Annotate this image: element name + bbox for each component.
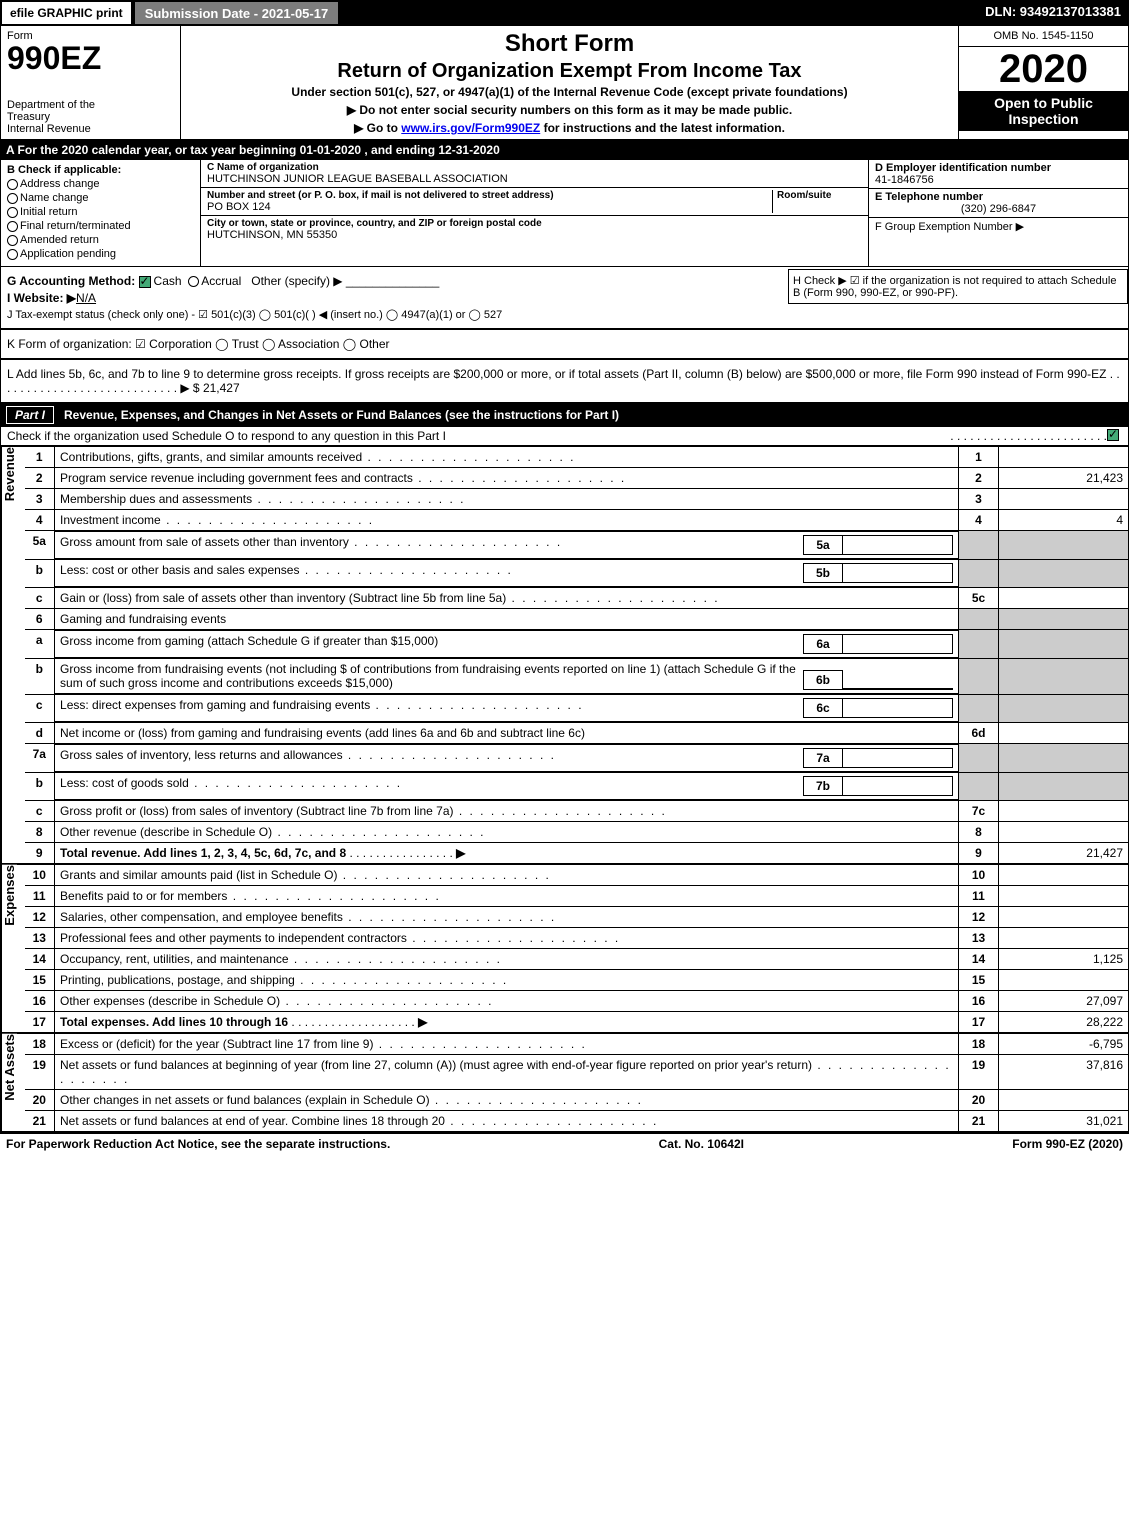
room-label: Room/suite (777, 190, 862, 201)
part1-header: Part I Revenue, Expenses, and Changes in… (0, 403, 1129, 427)
table-row: bLess: cost of goods sold7b (25, 772, 1129, 801)
revenue-table: 1Contributions, gifts, grants, and simil… (25, 446, 1129, 864)
group-exemption-label: F Group Exemption Number ▶ (875, 220, 1122, 233)
city-label: City or town, state or province, country… (207, 218, 862, 229)
table-row: 20Other changes in net assets or fund ba… (25, 1090, 1129, 1111)
netassets-sidelabel: Net Assets (2, 1034, 17, 1101)
check-name-change[interactable]: Name change (7, 192, 194, 204)
table-row: cLess: direct expenses from gaming and f… (25, 694, 1129, 723)
accrual-radio[interactable] (188, 276, 199, 287)
part1-check-text: Check if the organization used Schedule … (7, 429, 950, 443)
table-row: 12Salaries, other compensation, and empl… (25, 907, 1129, 928)
table-row: dNet income or (loss) from gaming and fu… (25, 723, 1129, 744)
table-row: 13Professional fees and other payments t… (25, 928, 1129, 949)
revenue-sidelabel: Revenue (2, 447, 17, 501)
expenses-table: 10Grants and similar amounts paid (list … (25, 864, 1129, 1033)
section-h-box: H Check ▶ ☑ if the organization is not r… (788, 269, 1128, 304)
table-row: 15Printing, publications, postage, and s… (25, 970, 1129, 991)
netassets-table: 18Excess or (deficit) for the year (Subt… (25, 1033, 1129, 1132)
tax-year: 2020 (959, 47, 1128, 91)
ssn-warning: ▶ Do not enter social security numbers o… (187, 103, 952, 117)
city-value: HUTCHINSON, MN 55350 (207, 229, 862, 241)
table-row: 9Total revenue. Add lines 1, 2, 3, 4, 5c… (25, 843, 1129, 864)
part1-label: Part I (6, 406, 54, 424)
phone-label: E Telephone number (875, 191, 1122, 203)
schedule-o-checkbox[interactable] (1107, 429, 1119, 441)
form-header: Form 990EZ Department of theTreasuryInte… (0, 26, 1129, 140)
table-row: 11Benefits paid to or for members11 (25, 886, 1129, 907)
org-name-label: C Name of organization (207, 162, 862, 173)
check-final-return[interactable]: Final return/terminated (7, 220, 194, 232)
footer-mid: Cat. No. 10642I (659, 1137, 744, 1151)
info-grid: B Check if applicable: Address change Na… (0, 160, 1129, 267)
section-j: J Tax-exempt status (check only one) - ☑… (7, 308, 1122, 321)
street-value: PO BOX 124 (207, 201, 772, 213)
open-inspection: Open to Public Inspection (959, 91, 1128, 131)
section-k-row: K Form of organization: ☑ Corporation ◯ … (0, 329, 1129, 359)
footer-right: Form 990-EZ (2020) (1012, 1137, 1123, 1151)
check-initial-return[interactable]: Initial return (7, 206, 194, 218)
cash-checkbox[interactable] (139, 276, 151, 288)
netassets-section: Net Assets 18Excess or (deficit) for the… (0, 1033, 1129, 1132)
goto-pre: ▶ Go to (354, 121, 401, 135)
expenses-sidelabel: Expenses (2, 865, 17, 926)
dept-label: Department of theTreasuryInternal Revenu… (7, 99, 174, 135)
section-c: C Name of organization HUTCHINSON JUNIOR… (201, 160, 868, 266)
phone-value: (320) 296-6847 (875, 203, 1122, 215)
table-row: 16Other expenses (describe in Schedule O… (25, 991, 1129, 1012)
short-form-title: Short Form (187, 30, 952, 58)
efile-print-button[interactable]: efile GRAPHIC print (0, 0, 133, 26)
section-k: K Form of organization: ☑ Corporation ◯ … (7, 337, 1122, 351)
street-label: Number and street (or P. O. box, if mail… (207, 190, 772, 201)
table-row: bGross income from fundraising events (n… (25, 658, 1129, 694)
table-row: 18Excess or (deficit) for the year (Subt… (25, 1034, 1129, 1055)
part1-check-row: Check if the organization used Schedule … (0, 427, 1129, 446)
main-title: Return of Organization Exempt From Incom… (187, 60, 952, 83)
table-row: 5aGross amount from sale of assets other… (25, 531, 1129, 560)
page-footer: For Paperwork Reduction Act Notice, see … (0, 1132, 1129, 1154)
table-row: 14Occupancy, rent, utilities, and mainte… (25, 949, 1129, 970)
form-number: 990EZ (7, 42, 174, 74)
dln-label: DLN: 93492137013381 (977, 0, 1129, 26)
subtitle: Under section 501(c), 527, or 4947(a)(1)… (187, 85, 952, 99)
table-row: 17Total expenses. Add lines 10 through 1… (25, 1012, 1129, 1033)
ein-label: D Employer identification number (875, 162, 1122, 174)
table-row: 21Net assets or fund balances at end of … (25, 1111, 1129, 1132)
omb-number: OMB No. 1545-1150 (959, 26, 1128, 47)
instructions-link-line: ▶ Go to www.irs.gov/Form990EZ for instru… (187, 121, 952, 135)
table-row: cGain or (loss) from sale of assets othe… (25, 588, 1129, 609)
section-b: B Check if applicable: Address change Na… (1, 160, 201, 266)
irs-link[interactable]: www.irs.gov/Form990EZ (401, 121, 540, 135)
table-row: 2Program service revenue including gover… (25, 468, 1129, 489)
goto-post: for instructions and the latest informat… (540, 121, 785, 135)
table-row: bLess: cost or other basis and sales exp… (25, 559, 1129, 588)
table-row: 1Contributions, gifts, grants, and simil… (25, 447, 1129, 468)
table-row: 4Investment income44 (25, 510, 1129, 531)
submission-date-button[interactable]: Submission Date - 2021-05-17 (133, 0, 341, 26)
table-row: 10Grants and similar amounts paid (list … (25, 865, 1129, 886)
table-row: cGross profit or (loss) from sales of in… (25, 801, 1129, 822)
table-row: aGross income from gaming (attach Schedu… (25, 630, 1129, 659)
section-d-e-f: D Employer identification number 41-1846… (868, 160, 1128, 266)
section-l: L Add lines 5b, 6c, and 7b to line 9 to … (7, 367, 1122, 395)
top-bar: efile GRAPHIC print Submission Date - 20… (0, 0, 1129, 26)
revenue-section: Revenue 1Contributions, gifts, grants, a… (0, 446, 1129, 864)
part1-title: Revenue, Expenses, and Changes in Net As… (64, 408, 619, 422)
check-address-change[interactable]: Address change (7, 178, 194, 190)
table-row: 6Gaming and fundraising events (25, 609, 1129, 630)
table-row: 19Net assets or fund balances at beginni… (25, 1055, 1129, 1090)
section-b-heading: B Check if applicable: (7, 164, 194, 176)
check-application-pending[interactable]: Application pending (7, 248, 194, 260)
table-row: 3Membership dues and assessments3 (25, 489, 1129, 510)
table-row: 7aGross sales of inventory, less returns… (25, 744, 1129, 773)
footer-left: For Paperwork Reduction Act Notice, see … (6, 1137, 390, 1151)
meta-section: H Check ▶ ☑ if the organization is not r… (0, 267, 1129, 329)
expenses-section: Expenses 10Grants and similar amounts pa… (0, 864, 1129, 1033)
table-row: 8Other revenue (describe in Schedule O)8 (25, 822, 1129, 843)
check-amended-return[interactable]: Amended return (7, 234, 194, 246)
section-l-row: L Add lines 5b, 6c, and 7b to line 9 to … (0, 359, 1129, 403)
ein-value: 41-1846756 (875, 174, 1122, 186)
period-bar: A For the 2020 calendar year, or tax yea… (0, 140, 1129, 160)
org-name: HUTCHINSON JUNIOR LEAGUE BASEBALL ASSOCI… (207, 173, 862, 185)
